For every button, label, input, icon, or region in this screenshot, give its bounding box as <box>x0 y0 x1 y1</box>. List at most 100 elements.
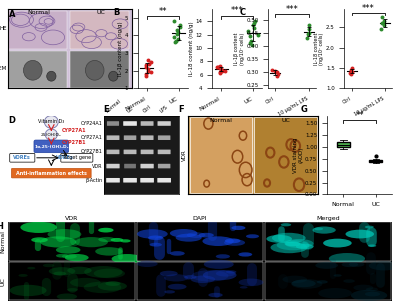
Point <box>381 23 387 28</box>
Point <box>306 22 312 27</box>
Text: Target gene: Target gene <box>62 155 92 160</box>
FancyBboxPatch shape <box>9 223 135 261</box>
Circle shape <box>70 278 100 287</box>
FancyBboxPatch shape <box>107 121 119 126</box>
Circle shape <box>266 235 292 243</box>
Circle shape <box>84 266 122 278</box>
Circle shape <box>203 270 236 280</box>
Circle shape <box>343 279 355 283</box>
Point <box>142 73 149 78</box>
FancyBboxPatch shape <box>34 140 69 153</box>
Text: UC: UC <box>126 106 134 114</box>
Text: 1α,25-(OH)₂D₃: 1α,25-(OH)₂D₃ <box>34 144 68 148</box>
Circle shape <box>292 280 316 287</box>
Text: CYP27B1: CYP27B1 <box>81 150 102 154</box>
Point <box>143 64 149 69</box>
Circle shape <box>284 239 314 248</box>
Circle shape <box>277 240 310 250</box>
Circle shape <box>315 262 338 269</box>
Circle shape <box>67 288 78 291</box>
Point <box>146 61 152 66</box>
Text: HE: HE <box>0 26 7 31</box>
Circle shape <box>67 267 92 274</box>
Circle shape <box>45 129 57 140</box>
Y-axis label: IL-18 content
(ng/10⁷ cells): IL-18 content (ng/10⁷ cells) <box>314 32 324 65</box>
Circle shape <box>366 287 378 291</box>
Circle shape <box>216 270 236 277</box>
Circle shape <box>191 270 228 282</box>
Circle shape <box>170 229 198 238</box>
FancyBboxPatch shape <box>141 150 154 154</box>
Text: LPS: LPS <box>159 105 169 114</box>
FancyBboxPatch shape <box>106 178 120 183</box>
Circle shape <box>65 254 89 261</box>
Circle shape <box>368 244 376 247</box>
Point <box>304 36 310 41</box>
Y-axis label: IL-1β content (ng/g): IL-1β content (ng/g) <box>118 21 124 76</box>
Point <box>148 59 154 64</box>
Point <box>380 19 387 24</box>
FancyBboxPatch shape <box>61 154 93 162</box>
Circle shape <box>98 237 115 242</box>
Circle shape <box>349 262 364 267</box>
Circle shape <box>317 280 328 284</box>
Point <box>250 22 256 27</box>
Text: C: C <box>240 8 246 17</box>
Text: UC: UC <box>96 10 105 15</box>
Y-axis label: IL-18 content (ng/g): IL-18 content (ng/g) <box>189 21 194 76</box>
Circle shape <box>369 261 400 270</box>
Text: A: A <box>9 10 16 19</box>
Circle shape <box>54 272 66 275</box>
FancyBboxPatch shape <box>106 150 120 154</box>
Y-axis label: VDR staining
(AOD): VDR staining (AOD) <box>293 137 304 173</box>
Text: Anti-inflammation effects: Anti-inflammation effects <box>16 171 87 176</box>
FancyBboxPatch shape <box>140 178 154 183</box>
Point <box>148 70 154 75</box>
Circle shape <box>84 282 121 293</box>
Point <box>216 70 223 75</box>
Circle shape <box>95 247 123 256</box>
FancyBboxPatch shape <box>158 135 170 140</box>
Circle shape <box>40 236 76 247</box>
Text: VDREs: VDREs <box>14 155 31 160</box>
Circle shape <box>329 253 365 264</box>
Point <box>218 67 224 72</box>
Circle shape <box>43 264 54 267</box>
Point <box>379 15 386 20</box>
Text: β-Actin: β-Actin <box>86 178 102 183</box>
Point <box>306 26 312 31</box>
Point <box>216 64 223 68</box>
FancyBboxPatch shape <box>137 223 263 261</box>
Point <box>250 25 257 30</box>
Text: ***: *** <box>362 4 374 13</box>
Text: DAPI: DAPI <box>193 216 207 221</box>
FancyBboxPatch shape <box>190 117 252 193</box>
Ellipse shape <box>86 60 104 80</box>
Text: ***: *** <box>231 6 244 15</box>
FancyBboxPatch shape <box>141 135 154 140</box>
Point <box>379 21 386 26</box>
Point <box>247 33 253 38</box>
Text: UC: UC <box>0 277 6 286</box>
Point <box>173 38 180 43</box>
FancyBboxPatch shape <box>106 164 120 168</box>
Circle shape <box>238 278 264 286</box>
Circle shape <box>120 239 131 243</box>
Point <box>145 66 151 71</box>
Circle shape <box>202 236 234 246</box>
Point <box>305 32 312 37</box>
Circle shape <box>49 267 75 275</box>
Circle shape <box>137 229 168 239</box>
Point <box>174 29 181 34</box>
Point <box>245 29 252 34</box>
Point <box>247 40 253 45</box>
Text: B: B <box>113 8 120 17</box>
Point <box>349 69 356 74</box>
Text: D: D <box>8 116 15 125</box>
Circle shape <box>198 233 214 238</box>
Point <box>176 24 183 29</box>
FancyBboxPatch shape <box>124 164 136 168</box>
Text: VDR: VDR <box>92 164 102 169</box>
Circle shape <box>353 285 373 291</box>
Circle shape <box>318 288 352 298</box>
